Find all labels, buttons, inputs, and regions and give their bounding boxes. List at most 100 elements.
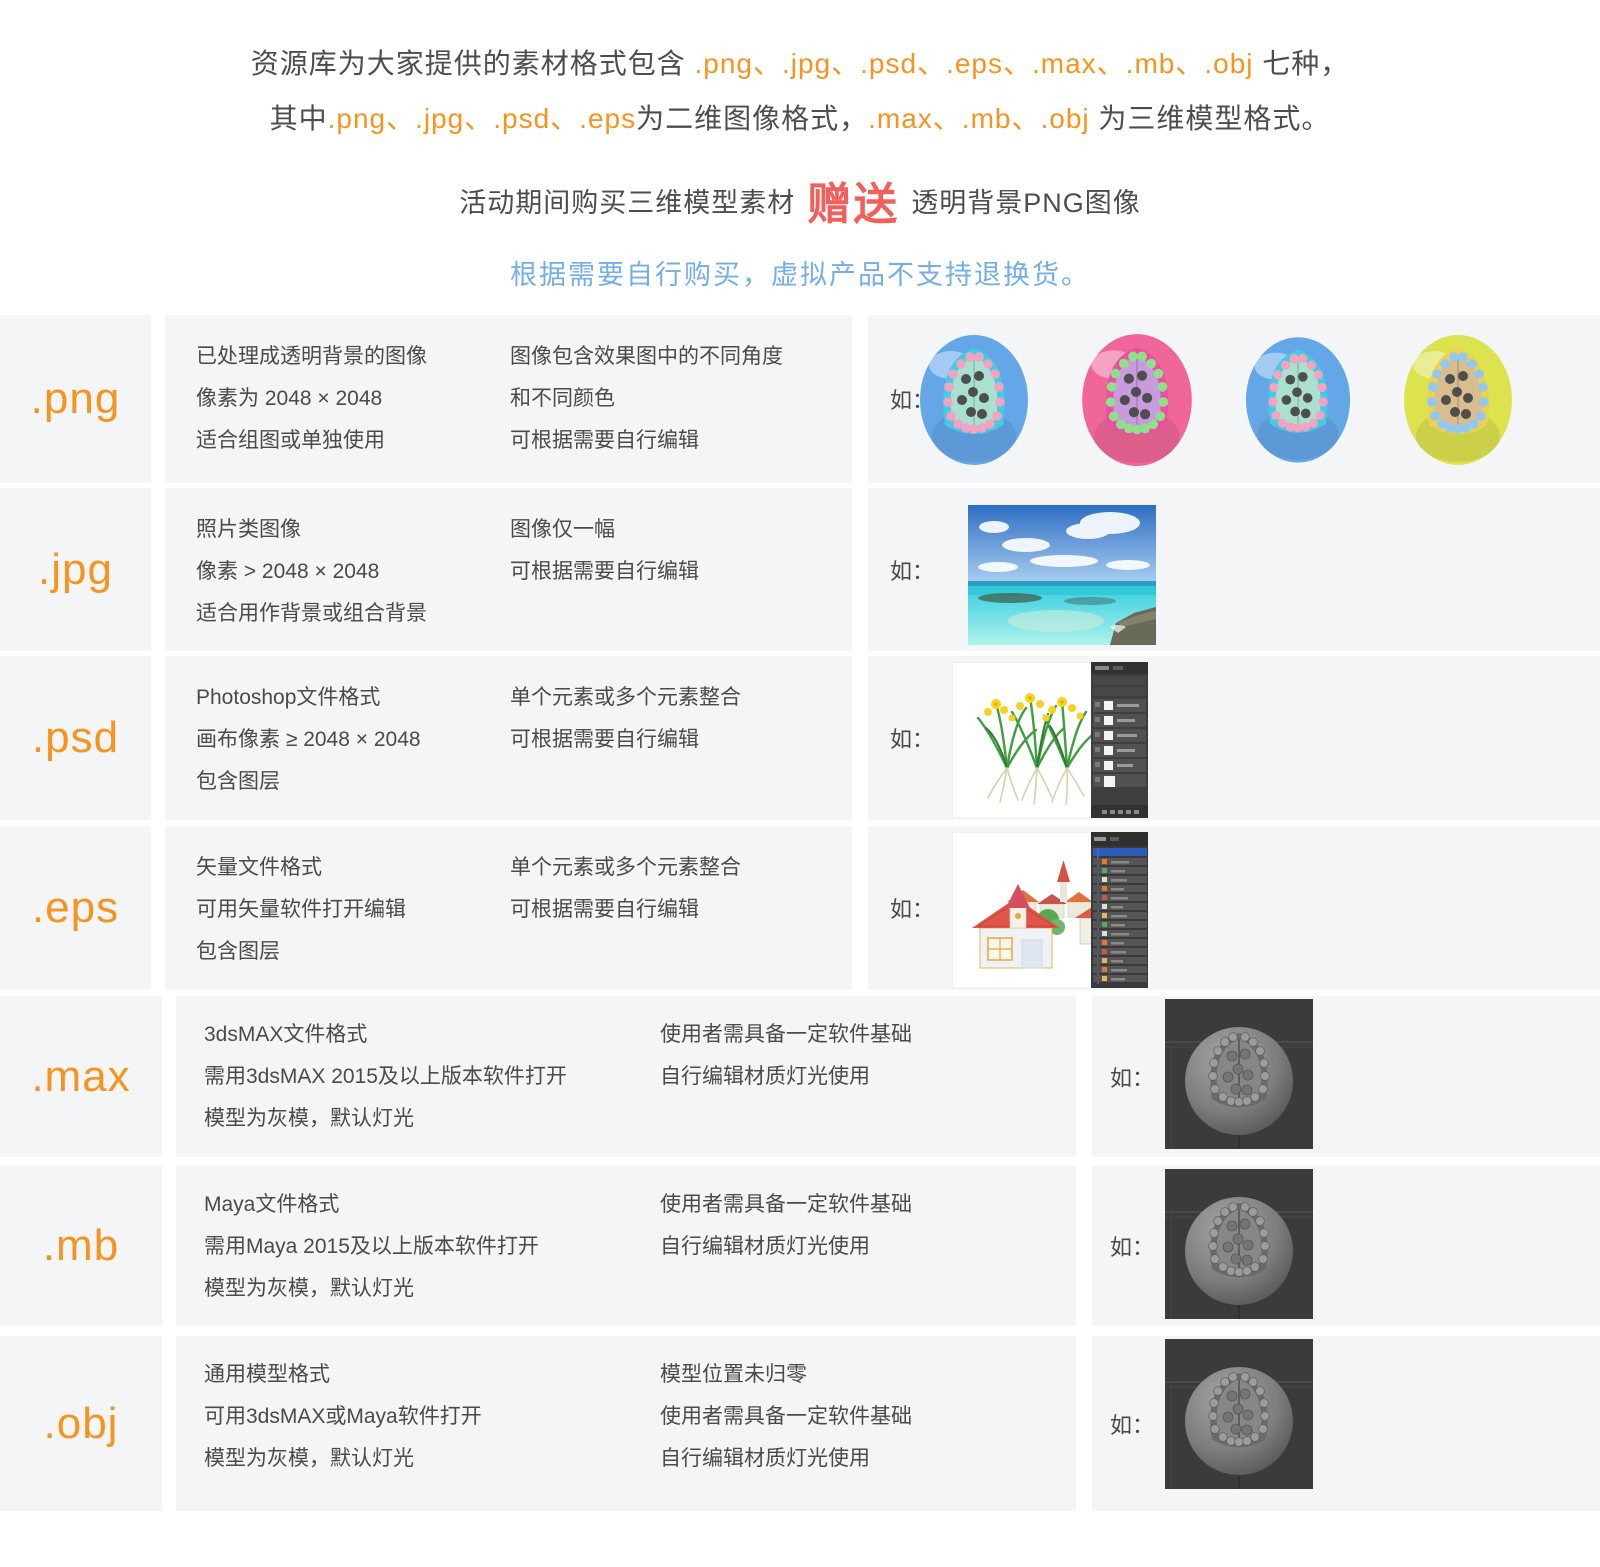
png-sphere-blue-2 <box>1244 332 1352 464</box>
purchase-note-line: 根据需要自行购买，虚拟产品不支持退换货。 <box>510 260 1090 290</box>
photoshop-screenshot <box>952 662 1148 818</box>
format-row-png: .png 已处理成透明背景的图像 像素为 2048 × 2048 适合组图或单独… <box>0 315 1600 483</box>
desc-column-1: Photoshop文件格式 画布像素 ≥ 2048 × 2048 包含图层 <box>196 677 421 803</box>
format-desc-cell: 3dsMAX文件格式 需用3dsMAX 2015及以上版本软件打开 模型为灰模，… <box>176 996 1076 1157</box>
format-desc-cell: 通用模型格式 可用3dsMAX或Maya软件打开 模型为灰模，默认灯光 模型位置… <box>176 1336 1076 1511</box>
grey-model-viewport <box>1165 999 1313 1149</box>
desc-column-1: 3dsMAX文件格式 需用3dsMAX 2015及以上版本软件打开 模型为灰模，… <box>204 1014 567 1140</box>
format-desc-cell: Photoshop文件格式 画布像素 ≥ 2048 × 2048 包含图层 单个… <box>165 656 852 820</box>
format-name-jpg: .jpg <box>38 544 113 594</box>
format-name-obj: .obj <box>43 1398 119 1448</box>
desc-line: 模型位置未归零 <box>660 1363 807 1386</box>
desc-line: 可根据需要自行编辑 <box>510 728 699 751</box>
promo-text-pre: 活动期间购买三维模型素材 <box>459 187 796 218</box>
desc-line: 可根据需要自行编辑 <box>510 898 699 921</box>
format-name-eps: .eps <box>31 883 120 932</box>
format-row-mb: .mb Maya文件格式 需用Maya 2015及以上版本软件打开 模型为灰模，… <box>0 1166 1600 1326</box>
desc-line: Photoshop文件格式 <box>196 686 381 709</box>
desc-column-1: Maya文件格式 需用Maya 2015及以上版本软件打开 模型为灰模，默认灯光 <box>204 1184 539 1310</box>
format-label-cell: .mb <box>0 1166 162 1326</box>
desc-line: 3dsMAX文件格式 <box>204 1023 368 1046</box>
gift-highlight: 赠送 <box>807 180 900 229</box>
desc-column-2: 模型位置未归零 使用者需具备一定软件基础 自行编辑材质灯光使用 <box>660 1354 912 1480</box>
example-cell: 如： <box>1092 1336 1600 1511</box>
format-label-cell: .eps <box>0 826 151 990</box>
example-cell: 如： <box>868 488 1600 651</box>
format-desc-cell: Maya文件格式 需用Maya 2015及以上版本软件打开 模型为灰模，默认灯光… <box>176 1166 1076 1326</box>
intro-text: 为二维图像格式， <box>636 103 869 134</box>
grey-model-viewport <box>1165 1169 1313 1319</box>
format-label-cell: .jpg <box>0 488 151 651</box>
desc-line: 可根据需要自行编辑 <box>510 560 699 583</box>
desc-line: 使用者需具备一定软件基础 <box>660 1405 912 1428</box>
example-label: 如： <box>890 558 935 584</box>
png-sphere-yellow <box>1402 330 1514 466</box>
format-name-png: .png <box>30 374 121 423</box>
desc-line: 单个元素或多个元素整合 <box>510 856 741 879</box>
desc-line: Maya文件格式 <box>204 1193 340 1216</box>
desc-line: 需用3dsMAX 2015及以上版本软件打开 <box>204 1065 567 1088</box>
desc-line: 自行编辑材质灯光使用 <box>660 1065 870 1088</box>
desc-line: 和不同颜色 <box>510 387 615 410</box>
example-cell: 如： <box>1092 996 1600 1157</box>
format-list-highlight: .max、.mb、.obj <box>868 103 1090 134</box>
example-label: 如： <box>1110 1412 1155 1438</box>
desc-line: 可用3dsMAX或Maya软件打开 <box>204 1405 482 1428</box>
illustrator-screenshot <box>952 832 1148 988</box>
promo-text-post: 透明背景PNG图像 <box>911 187 1141 218</box>
desc-line: 使用者需具备一定软件基础 <box>660 1193 912 1216</box>
desc-column-1: 照片类图像 像素 > 2048 × 2048 适合用作背景或组合背景 <box>196 509 427 635</box>
desc-line: 已处理成透明背景的图像 <box>196 345 427 368</box>
format-label-cell: .psd <box>0 656 151 820</box>
intro-line-2: 其中.png、.jpg、.psd、.eps为二维图像格式，.max、.mb、.o… <box>0 97 1600 137</box>
intro-text: 其中 <box>269 103 328 134</box>
png-sphere-pink <box>1080 329 1194 467</box>
example-label: 如： <box>1110 1235 1155 1260</box>
max-example-render <box>1165 999 1313 1149</box>
example-cell: 如： <box>868 315 1600 483</box>
format-row-max: .max 3dsMAX文件格式 需用3dsMAX 2015及以上版本软件打开 模… <box>0 996 1600 1157</box>
desc-column-2: 使用者需具备一定软件基础 自行编辑材质灯光使用 <box>660 1014 912 1098</box>
desc-line: 使用者需具备一定软件基础 <box>660 1023 912 1046</box>
desc-line: 可根据需要自行编辑 <box>510 429 699 452</box>
format-desc-cell: 照片类图像 像素 > 2048 × 2048 适合用作背景或组合背景 图像仅一幅… <box>165 488 852 651</box>
desc-line: 模型为灰模，默认灯光 <box>204 1107 414 1130</box>
format-label-cell: .png <box>0 315 151 483</box>
format-list-highlight: .png、.jpg、.psd、.eps <box>327 103 637 134</box>
desc-line: 矢量文件格式 <box>196 856 322 879</box>
promo-line: 活动期间购买三维模型素材 赠送 透明背景PNG图像 <box>0 168 1600 232</box>
format-name-max: .max <box>31 1051 131 1101</box>
psd-example-screenshot <box>952 662 1148 818</box>
desc-column-2: 图像包含效果图中的不同角度 和不同颜色 可根据需要自行编辑 <box>510 336 783 462</box>
jpg-example-photo <box>968 505 1156 645</box>
format-label-cell: .obj <box>0 1336 162 1511</box>
intro-text: 七种， <box>1253 48 1350 79</box>
eps-example-screenshot <box>952 832 1148 988</box>
example-label: 如： <box>890 897 935 922</box>
desc-line: 需用Maya 2015及以上版本软件打开 <box>204 1235 539 1258</box>
desc-line: 模型为灰模，默认灯光 <box>204 1447 414 1470</box>
format-row-psd: .psd Photoshop文件格式 画布像素 ≥ 2048 × 2048 包含… <box>0 656 1600 820</box>
desc-line: 适合用作背景或组合背景 <box>196 602 427 625</box>
example-cell: 如： <box>868 656 1600 820</box>
format-desc-cell: 已处理成透明背景的图像 像素为 2048 × 2048 适合组图或单独使用 图像… <box>165 315 852 483</box>
desc-line: 可用矢量软件打开编辑 <box>196 898 406 921</box>
example-label: 如： <box>1110 1065 1155 1091</box>
desc-column-1: 矢量文件格式 可用矢量软件打开编辑 包含图层 <box>196 847 406 973</box>
example-cell: 如： <box>868 826 1600 990</box>
format-row-obj: .obj 通用模型格式 可用3dsMAX或Maya软件打开 模型为灰模，默认灯光… <box>0 1336 1600 1511</box>
format-list-highlight: .png、.jpg、.psd、.eps、.max、.mb、.obj <box>694 48 1254 79</box>
format-desc-cell: 矢量文件格式 可用矢量软件打开编辑 包含图层 单个元素或多个元素整合 可根据需要… <box>165 826 852 990</box>
desc-line: 像素为 2048 × 2048 <box>196 387 383 410</box>
desc-line: 图像仅一幅 <box>510 518 615 541</box>
desc-column-2: 单个元素或多个元素整合 可根据需要自行编辑 <box>510 677 741 761</box>
desc-line: 自行编辑材质灯光使用 <box>660 1447 870 1470</box>
beach-photo <box>968 505 1156 645</box>
desc-line: 包含图层 <box>196 770 280 793</box>
desc-line: 照片类图像 <box>196 518 301 541</box>
desc-line: 像素 > 2048 × 2048 <box>196 560 380 583</box>
obj-example-render <box>1165 1339 1313 1489</box>
desc-line: 适合组图或单独使用 <box>196 429 385 452</box>
desc-line: 模型为灰模，默认灯光 <box>204 1277 414 1300</box>
